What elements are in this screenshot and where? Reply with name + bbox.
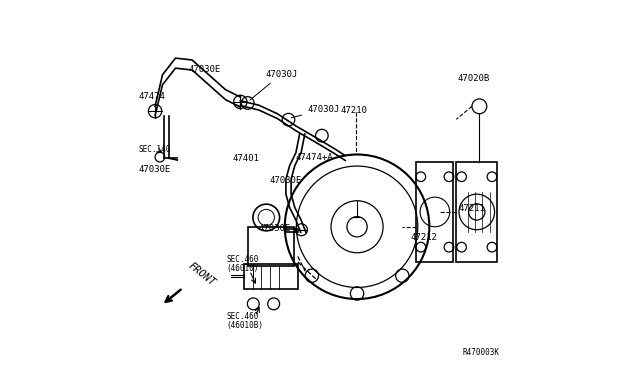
Text: 47030J: 47030J — [291, 105, 339, 118]
Text: SEC.460: SEC.460 — [227, 312, 259, 321]
Text: (46010B): (46010B) — [227, 321, 264, 330]
Text: 47030J: 47030J — [250, 70, 298, 100]
Text: 47401: 47401 — [233, 154, 260, 163]
Text: FRONT: FRONT — [186, 260, 216, 287]
Text: 47474: 47474 — [138, 92, 165, 105]
Text: 47210: 47210 — [340, 106, 367, 115]
Text: 47211: 47211 — [459, 205, 486, 214]
Text: 47030E: 47030E — [138, 165, 171, 174]
Text: 47212: 47212 — [411, 232, 438, 242]
Text: SEC.460: SEC.460 — [227, 255, 259, 264]
Text: 47030E: 47030E — [270, 176, 302, 185]
Text: 47474+A: 47474+A — [296, 153, 333, 161]
Text: 47020B: 47020B — [457, 74, 490, 83]
Text: R470003K: R470003K — [463, 348, 500, 357]
Text: (46010): (46010) — [227, 264, 259, 273]
Text: 47030E: 47030E — [188, 65, 221, 74]
Text: SEC.140: SEC.140 — [138, 145, 171, 154]
Text: 47030E: 47030E — [259, 224, 291, 233]
